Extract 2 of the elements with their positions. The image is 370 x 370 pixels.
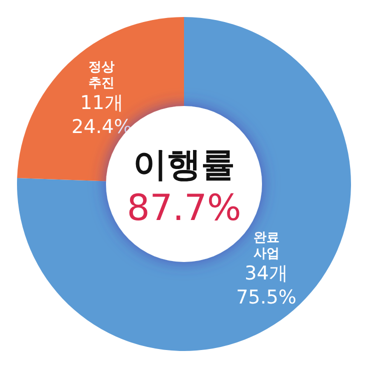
text: 87.7% xyxy=(126,188,242,229)
text: 이행률 xyxy=(133,145,235,185)
